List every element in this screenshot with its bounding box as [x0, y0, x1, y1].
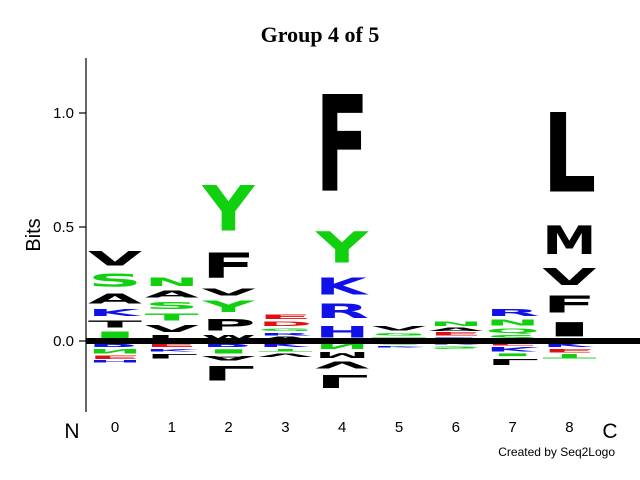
logo-stacks: ITKASVRNEHLVTSANEKLWPYVFYRIALARGDEKTVHRK… [88, 68, 597, 391]
x-tick-label: 2 [224, 419, 232, 436]
logo-letter-y: Y [201, 298, 256, 316]
logo-letter-s: S [429, 346, 483, 351]
logo-letter-t: T [542, 352, 596, 359]
n-terminus-label: N [64, 420, 79, 443]
y-axis-ticks: 0.0 0.5 1.0 [53, 105, 86, 350]
x-tick-label: 1 [168, 419, 176, 436]
logo-letter-i: I [542, 318, 596, 341]
logo-letter-a: A [429, 327, 483, 332]
credit-text: Created by Seq2Logo [498, 445, 615, 459]
logo-letter-r: R [315, 300, 369, 323]
logo-letter-s: S [145, 300, 199, 311]
y-axis-label: Bits [23, 218, 45, 251]
logo-letter-f: F [315, 68, 369, 222]
logo-letter-p: P [202, 316, 256, 334]
logo-letter-e: E [542, 348, 596, 353]
logo-letter-v: V [202, 286, 257, 297]
logo-letter-e: E [88, 355, 142, 360]
logo-letter-r: R [486, 307, 540, 318]
logo-letter-m: M [542, 219, 596, 264]
logo-letter-w: W [202, 334, 256, 341]
logo-letter-e: E [258, 314, 312, 321]
logo-letter-v: V [372, 325, 427, 332]
logo-letter-a: A [88, 291, 142, 307]
logo-letter-n: N [88, 348, 142, 355]
logo-letter-v: V [542, 264, 596, 291]
logo-letter-l: L [202, 361, 256, 384]
logo-letter-m: M [315, 350, 369, 359]
logo-letter-n: N [145, 275, 199, 289]
y-axis: 0.0 0.5 1.0 [53, 58, 87, 412]
logo-letter-r: R [258, 332, 312, 337]
logo-letter-n: N [315, 341, 369, 350]
logo-letter-i: I [486, 352, 540, 357]
logo-letter-q: Q [486, 327, 540, 334]
x-tick-label: 5 [395, 419, 403, 436]
x-tick-label: 7 [508, 419, 516, 436]
logo-letter-a: A [202, 355, 257, 362]
logo-letter-v: V [258, 352, 312, 357]
logo-letter-d: D [258, 320, 312, 327]
logo-letter-e: E [429, 332, 483, 337]
c-terminus-label: C [602, 420, 617, 443]
logo-letter-g: G [258, 327, 312, 332]
logo-letter-t: T [88, 318, 143, 329]
logo-stack-position-7: SQNREKIL [486, 307, 541, 366]
logo-letter-k: K [315, 273, 370, 300]
logo-letter-l: L [145, 334, 199, 341]
logo-letter-r: R [88, 341, 142, 348]
logo-letter-l: L [542, 91, 596, 218]
logo-letter-n: N [429, 320, 483, 327]
logo-letter-h: H [315, 323, 369, 341]
logo-stack-position-3: ARGDEKTV [258, 314, 313, 357]
logo-letter-a: A [145, 289, 200, 300]
logo-stack-position-5: TGVSK [372, 325, 427, 348]
logo-letter-t: T [258, 348, 312, 353]
x-tick-label: 8 [565, 419, 573, 436]
logo-letter-k: K [486, 345, 541, 352]
logo-letter-f: F [542, 291, 596, 318]
logo-letter-v: V [315, 359, 370, 370]
logo-letter-t: T [145, 312, 200, 323]
logo-letter-r: R [202, 341, 256, 348]
logo-letter-n: N [486, 318, 540, 327]
logo-letter-v: V [145, 323, 200, 334]
logo-letter-l: L [145, 352, 199, 359]
logo-letter-s: S [88, 270, 142, 291]
x-tick-label: 3 [281, 419, 289, 436]
chart-title: Group 4 of 5 [261, 22, 380, 47]
logo-letter-l: L [486, 357, 540, 366]
logo-letter-i: I [202, 348, 256, 355]
logo-letter-k: K [88, 307, 143, 318]
y-tick-label: 1.0 [53, 105, 74, 122]
y-tick-label: 0.0 [53, 333, 74, 350]
x-axis-position-labels: 0 1 2 3 4 5 6 7 8 [111, 419, 574, 436]
logo-letter-l: L [315, 371, 369, 391]
logo-letter-e: E [145, 341, 199, 348]
x-tick-label: 6 [452, 419, 460, 436]
logo-letter-g: G [372, 332, 426, 337]
logo-letter-y: Y [315, 223, 370, 273]
logo-letter-k: K [542, 341, 597, 348]
logo-letter-v: V [88, 248, 142, 271]
x-tick-label: 4 [338, 419, 346, 436]
logo-letter-f: F [202, 246, 256, 287]
y-tick-label: 0.5 [53, 219, 74, 236]
logo-letter-h: H [88, 359, 142, 364]
x-tick-label: 0 [111, 419, 119, 436]
logo-letter-k: K [145, 348, 200, 353]
logo-stack-position-6: REANKS [429, 320, 484, 350]
logo-letter-k: K [258, 341, 313, 348]
logo-letter-s: S [486, 334, 540, 341]
logo-letter-y: Y [201, 172, 256, 245]
logo-letter-i: I [88, 330, 142, 341]
logo-letter-k: K [372, 346, 426, 348]
